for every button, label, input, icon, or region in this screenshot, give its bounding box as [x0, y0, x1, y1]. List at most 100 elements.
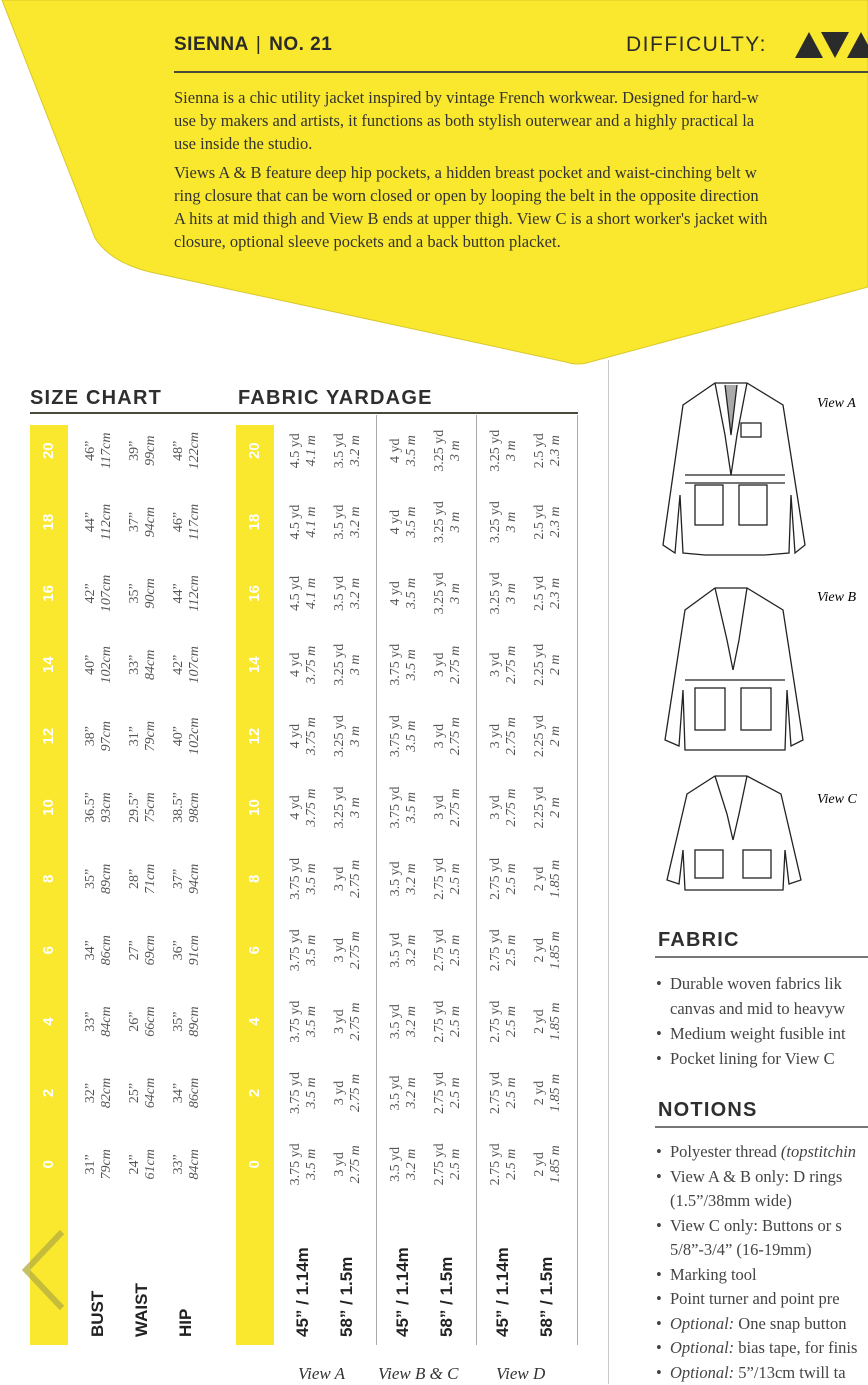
cell-metric: 2.5 m: [448, 986, 464, 1057]
cell-metric: 61cm: [143, 1129, 159, 1200]
cell-primary: 33”: [83, 986, 99, 1057]
row-label-fabric-width: 45” / 1.14m: [493, 1247, 513, 1337]
cell-metric: 3.75 m: [304, 629, 320, 700]
jacket-view-a-illustration: [663, 383, 805, 555]
cell-primary: 2.75 yd: [488, 915, 504, 986]
cell-metric: 93cm: [99, 772, 115, 843]
cell-metric: 75cm: [143, 772, 159, 843]
difficulty-label: DIFFICULTY:: [626, 33, 767, 57]
row-label-bust: BUST: [88, 1291, 108, 1337]
size-label: 16: [40, 558, 57, 629]
cell-primary: 3 yd: [332, 843, 348, 914]
cell-metric: 3 m: [348, 772, 364, 843]
cell-primary: 2 yd: [532, 915, 548, 986]
cell-metric: 3 m: [504, 486, 520, 557]
table-cell: 33”84cm: [127, 629, 159, 700]
cell-metric: 2.5 m: [504, 986, 520, 1057]
cell-metric: 2.75 m: [448, 700, 464, 771]
chevron-left-icon[interactable]: [22, 1228, 68, 1312]
cell-metric: 2.5 m: [448, 1057, 464, 1128]
cell-metric: 98cm: [187, 772, 203, 843]
cell-primary: 3 yd: [488, 629, 504, 700]
cell-primary: 3.75 yd: [288, 1057, 304, 1128]
row-label-fabric-width: 45” / 1.14m: [293, 1247, 313, 1337]
cell-metric: 2.5 m: [448, 915, 464, 986]
cell-primary: 3.25 yd: [432, 558, 448, 629]
row-label-fabric-width: 58” / 1.5m: [337, 1257, 357, 1337]
cell-metric: 3.5 m: [404, 772, 420, 843]
table-cell: 34”86cm: [83, 915, 115, 986]
cell-primary: 2.25 yd: [532, 629, 548, 700]
cell-primary: 2.75 yd: [488, 1057, 504, 1128]
cell-primary: 3.25 yd: [332, 700, 348, 771]
cell-primary: 3 yd: [332, 1129, 348, 1200]
views-paragraph: Views A & B feature deep hip pockets, a …: [174, 161, 767, 253]
cell-primary: 3.25 yd: [332, 629, 348, 700]
cell-metric: 2.75 m: [448, 772, 464, 843]
cell-metric: 3.2 m: [404, 1129, 420, 1200]
cell-metric: 102cm: [99, 629, 115, 700]
cell-primary: 44”: [171, 558, 187, 629]
cell-metric: 107cm: [187, 629, 203, 700]
cell-primary: 2.5 yd: [532, 415, 548, 486]
cell-primary: 2.75 yd: [488, 986, 504, 1057]
cell-primary: 28”: [127, 843, 143, 914]
size-label: 2: [40, 1057, 57, 1128]
cell-metric: 2.75 m: [348, 1057, 364, 1128]
cell-primary: 34”: [171, 1057, 187, 1128]
fabric-divider: [655, 956, 868, 958]
cell-metric: 94cm: [187, 843, 203, 914]
cell-primary: 46”: [171, 486, 187, 557]
cell-metric: 3 m: [448, 415, 464, 486]
cell-metric: 102cm: [187, 700, 203, 771]
list-item: •Optional: 5”/13cm twill ta: [656, 1361, 857, 1385]
cell-metric: 2.5 m: [504, 915, 520, 986]
size-label: 8: [40, 843, 57, 914]
cell-metric: 2.5 m: [504, 1129, 520, 1200]
table-cell: 29.5”75cm: [127, 772, 159, 843]
fabric-yardage-heading: FABRIC YARDAGE: [238, 387, 433, 410]
size-label: 0: [40, 1129, 57, 1200]
cell-primary: 4 yd: [288, 772, 304, 843]
cell-primary: 2.75 yd: [488, 843, 504, 914]
cell-primary: 3 yd: [432, 772, 448, 843]
cell-primary: 2 yd: [532, 843, 548, 914]
list-item: •Polyester thread (topstitchin: [656, 1140, 857, 1165]
list-item: •View C only: Buttons or s: [656, 1214, 857, 1239]
notions-heading: NOTIONS: [658, 1099, 758, 1122]
cell-metric: 3.5 m: [404, 629, 420, 700]
cell-metric: 69cm: [143, 915, 159, 986]
cell-primary: 2 yd: [532, 1057, 548, 1128]
cell-primary: 3.75 yd: [288, 915, 304, 986]
table-cell: 31”79cm: [127, 700, 159, 771]
cell-primary: 3 yd: [332, 915, 348, 986]
fabric-heading: FABRIC: [658, 929, 740, 952]
cell-metric: 97cm: [99, 700, 115, 771]
notions-list: •Polyester thread (topstitchin•View A & …: [656, 1140, 857, 1385]
cell-metric: 64cm: [143, 1057, 159, 1128]
cell-primary: 31”: [127, 700, 143, 771]
cell-metric: 1.85 m: [548, 915, 564, 986]
cell-primary: 3.25 yd: [332, 772, 348, 843]
table-heading-divider: [30, 412, 578, 414]
cell-metric: 3.5 m: [304, 1057, 320, 1128]
cell-metric: 86cm: [99, 915, 115, 986]
cell-primary: 3 yd: [332, 986, 348, 1057]
view-group-divider: [577, 415, 578, 1345]
cell-metric: 2.5 m: [448, 843, 464, 914]
table-cell: 39”99cm: [127, 415, 159, 486]
